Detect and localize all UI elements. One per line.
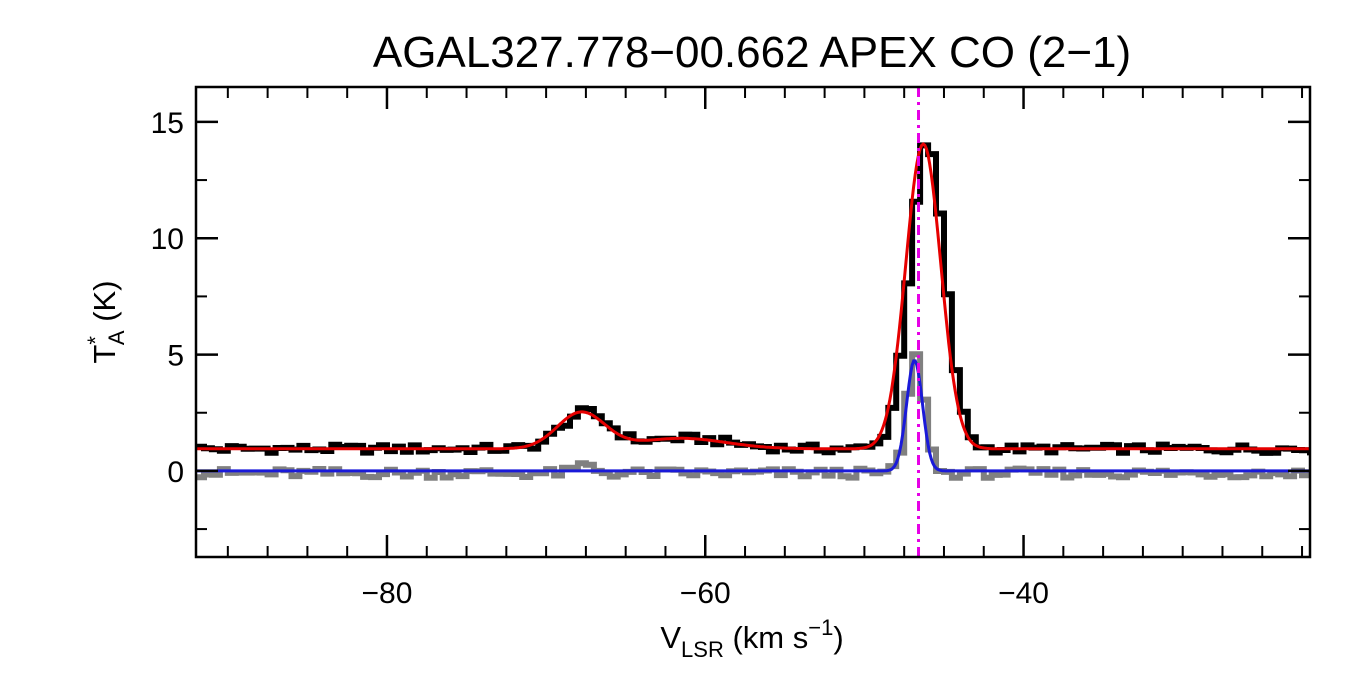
series-2-fit-line xyxy=(196,142,1310,451)
x-tick-label: −80 xyxy=(362,577,413,610)
series-0-histogram xyxy=(196,142,1310,456)
y-axis-label-sup: * xyxy=(83,336,108,345)
y-tick-label: 0 xyxy=(167,456,184,489)
chart-title: AGAL327.778−00.662 APEX CO (2−1) xyxy=(373,28,1131,77)
series-layer xyxy=(196,142,1310,481)
y-tick-label: 10 xyxy=(151,223,184,256)
y-tick-label: 5 xyxy=(167,340,184,373)
x-axis-label-close: ) xyxy=(833,620,843,655)
x-axis-label-sup: −1 xyxy=(808,615,833,640)
series-3-fit-line xyxy=(196,359,1310,473)
axes-layer: −80 −60 −40 0 5 10 15 xyxy=(151,85,1312,610)
x-tick-label: −40 xyxy=(998,577,1049,610)
x-axis-label: VLSR (km s−1) xyxy=(660,615,843,662)
x-axis-label-main: V xyxy=(660,620,681,655)
x-axis-label-sub: LSR xyxy=(681,637,724,662)
y-axis-label: T*A (K) xyxy=(83,280,129,363)
labels-layer: AGAL327.778−00.662 APEX CO (2−1) VLSR (k… xyxy=(83,28,1131,662)
y-axis-label-main: T xyxy=(87,345,122,364)
y-tick-label: 15 xyxy=(151,107,184,140)
plot-frame xyxy=(194,85,1312,559)
y-axis-label-sub: A xyxy=(104,330,129,345)
x-tick-label: −60 xyxy=(680,577,731,610)
series-group xyxy=(196,142,1310,481)
series-1-histogram xyxy=(196,351,1310,481)
x-axis-label-unit: (km s xyxy=(724,620,808,655)
y-axis-label-unit: (K) xyxy=(87,280,122,330)
